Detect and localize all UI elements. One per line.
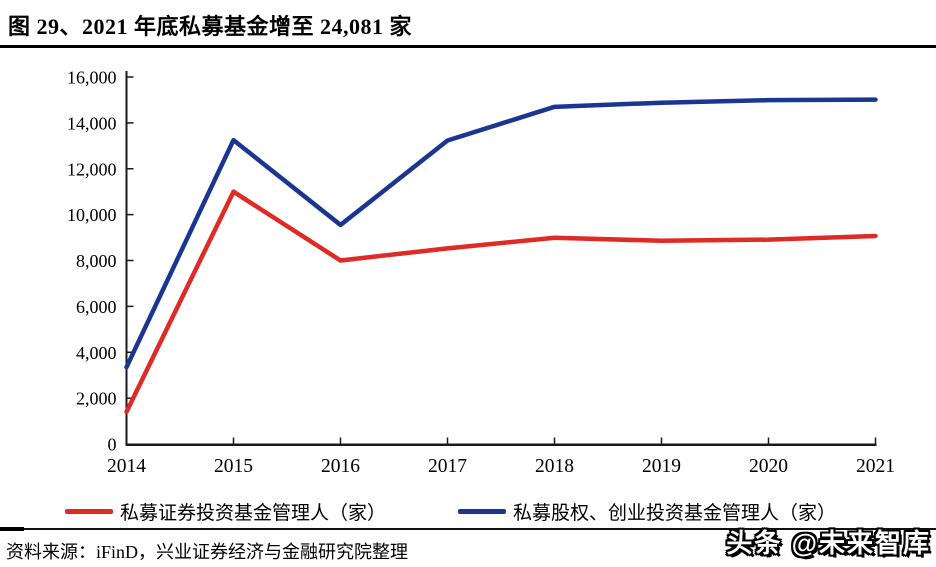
legend-item-securities: 私募证券投资基金管理人（家） [65,499,387,524]
x-tick-label: 2021 [856,456,895,477]
y-tick-label: 8,000 [76,251,117,271]
legend-item-equity-vc: 私募股权、创业投资基金管理人（家） [458,499,837,524]
x-tick-label: 2017 [428,456,467,477]
y-tick-label: 12,000 [67,159,117,179]
y-tick-label: 4,000 [76,343,117,363]
y-tick-label: 10,000 [67,205,117,225]
x-tick-label: 2019 [642,456,681,477]
series-line-1 [124,97,878,370]
line-chart: 0 2,000 4,000 6,000 8,000 10,000 12,000 14,000 1… [67,68,895,478]
series-line-0 [124,189,878,415]
x-tick-label: 2016 [321,456,360,477]
y-tick-label: 0 [108,435,117,455]
footer-divider-stub [0,527,24,531]
y-tick-label: 14,000 [67,113,117,133]
watermark: 头条 @未来智库 [726,528,931,558]
x-tick-label: 2015 [214,456,253,477]
y-tick-label: 2,000 [76,389,117,409]
legend-label-equity-vc: 私募股权、创业投资基金管理人（家） [513,502,837,524]
legend-line-equity-vc-swatch [458,508,506,514]
x-tick-label: 2020 [749,456,788,477]
figure-title: 图 29、2021 年底私募基金增至 24,081 家 [8,14,413,39]
y-tick-label: 6,000 [76,297,117,317]
legend-label-securities: 私募证券投资基金管理人（家） [120,502,387,524]
source-text: 资料来源：iFinD，兴业证券经济与金融研究院整理 [6,542,409,562]
y-tick-label: 16,000 [67,68,117,88]
x-tick-label: 2018 [535,456,574,477]
legend-line-securities-swatch [65,508,113,514]
x-tick-label: 2014 [107,456,146,477]
title-rule [0,45,936,48]
footer-divider [0,528,936,530]
